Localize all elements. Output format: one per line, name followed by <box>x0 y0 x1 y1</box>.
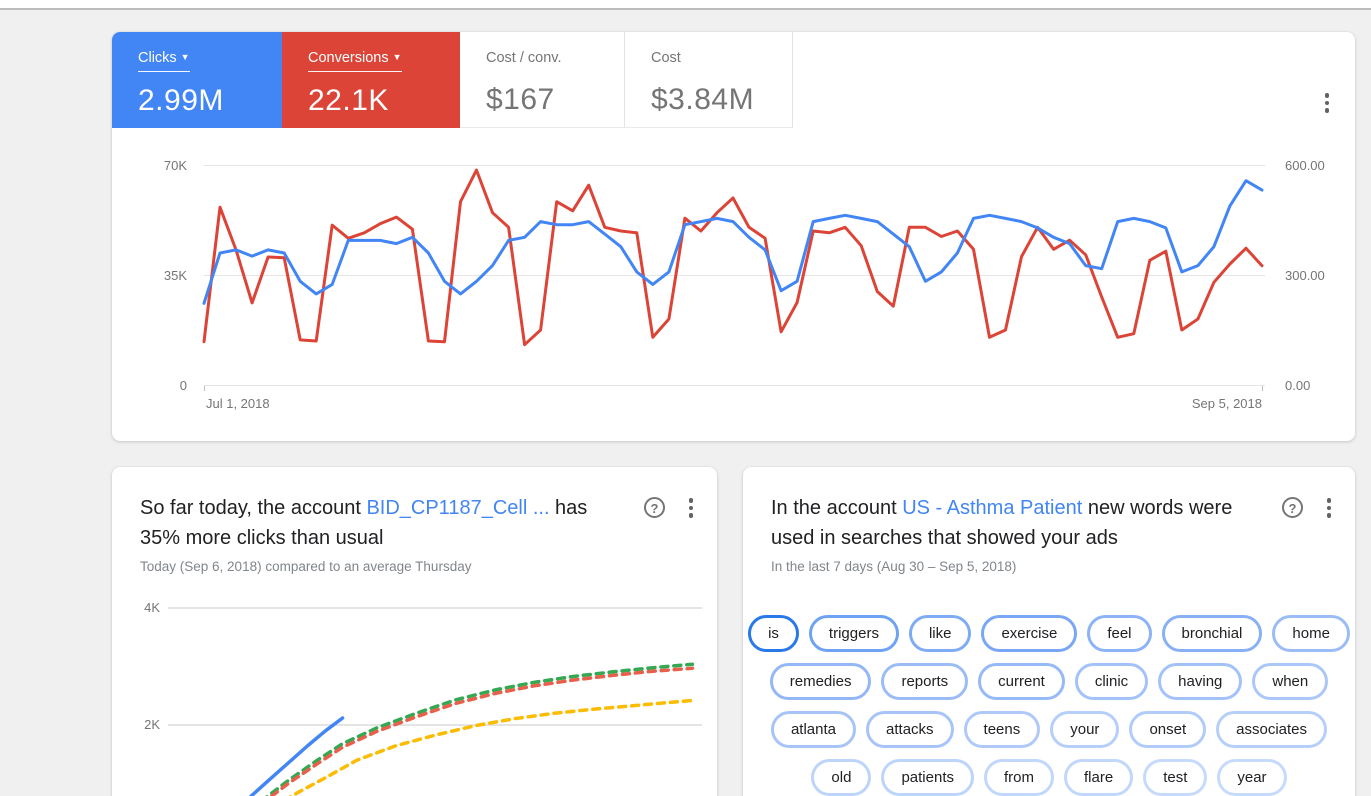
word-chip-feel[interactable]: feel <box>1087 615 1152 652</box>
tab-clicks[interactable]: Clicks ▼ 2.99M <box>112 32 282 128</box>
kebab-menu-icon[interactable] <box>679 495 703 523</box>
chip-row: is triggers like exercise feel bronchial home <box>743 611 1355 656</box>
insight-title: In the account US - Asthma Patient new w… <box>771 493 1263 553</box>
word-chip-associates[interactable]: associates <box>1216 711 1328 748</box>
mini-axis-tick-4k: 4K <box>144 600 160 615</box>
series-clicks-today <box>249 716 345 796</box>
word-chip-bronchial[interactable]: bronchial <box>1161 615 1263 652</box>
series-typical-lower <box>288 698 695 796</box>
chevron-down-icon[interactable]: ▼ <box>180 52 190 62</box>
time-series-chart <box>202 168 1264 347</box>
series-typical-average <box>268 666 695 796</box>
word-chip-year[interactable]: year <box>1217 759 1287 796</box>
kebab-menu-icon[interactable] <box>1315 90 1339 118</box>
help-icon[interactable]: ? <box>1282 497 1303 518</box>
word-chip-remedies[interactable]: remedies <box>769 663 872 700</box>
tab-conversions-label: Conversions <box>308 50 389 66</box>
right-axis-tick-0: 0.00 <box>1285 378 1311 393</box>
chevron-down-icon[interactable]: ▼ <box>392 52 402 62</box>
series-typical-upper <box>265 662 695 796</box>
clicks-today-chart <box>168 607 702 796</box>
tab-cost-per-conv-label: Cost / conv. <box>486 50 562 66</box>
word-chip-old[interactable]: old <box>811 759 872 796</box>
tab-conversions-value: 22.1K <box>308 84 389 117</box>
insight-title: So far today, the account BID_CP1187_Cel… <box>140 493 625 553</box>
series-clicks <box>202 179 1264 305</box>
word-chip-atlanta[interactable]: atlanta <box>770 711 857 748</box>
word-chip-home[interactable]: home <box>1272 615 1350 652</box>
x-axis-start-label: Jul 1, 2018 <box>206 396 270 411</box>
left-axis-tick-0: 0 <box>179 378 187 393</box>
chip-row: atlanta attacks teens your onset associates <box>743 707 1355 752</box>
left-axis-tick-35k: 35K <box>163 268 187 283</box>
word-chip-onset[interactable]: onset <box>1129 711 1207 748</box>
word-chip-clinic[interactable]: clinic <box>1074 663 1149 700</box>
word-chip-from[interactable]: from <box>984 759 1054 796</box>
tab-cost-per-conv-value: $167 <box>486 83 555 116</box>
account-link[interactable]: US - Asthma Patient <box>902 497 1083 519</box>
overview-card: Clicks ▼ 2.99M Conversions ▼ 22.1K Cost / … <box>112 32 1355 441</box>
tab-cost-per-conv[interactable]: Cost / conv. $167 <box>460 32 625 128</box>
right-axis-tick-600: 600.00 <box>1285 158 1325 173</box>
account-link[interactable]: BID_CP1187_Cell ... <box>366 497 550 519</box>
tab-cost-label: Cost <box>651 50 681 66</box>
word-chip-flare[interactable]: flare <box>1064 759 1134 796</box>
word-chip-current[interactable]: current <box>978 663 1065 700</box>
x-tick-end <box>1262 386 1263 391</box>
word-chip-your[interactable]: your <box>1050 711 1120 748</box>
kebab-menu-icon[interactable] <box>1317 495 1341 523</box>
chip-row: remedies reports current clinic having when <box>743 659 1355 704</box>
tab-clicks-value: 2.99M <box>138 84 224 117</box>
x-tick-start <box>204 386 205 391</box>
help-icon[interactable]: ? <box>644 497 665 518</box>
word-chip-like[interactable]: like <box>908 615 972 652</box>
insight-title-text: In the account <box>771 497 903 519</box>
chip-row: old patients from flare test year <box>743 755 1355 796</box>
insight-title-text: has 35% more clicks than usual <box>140 497 588 549</box>
insight-subtitle: In the last 7 days (Aug 30 – Sep 5, 2018… <box>771 559 1017 574</box>
left-axis-tick-70k: 70K <box>163 158 187 173</box>
word-chip-test[interactable]: test <box>1143 759 1208 796</box>
word-chip-patients[interactable]: patients <box>881 759 974 796</box>
word-chip-triggers[interactable]: triggers <box>808 615 899 652</box>
series-conversions <box>202 168 1264 347</box>
word-chip-reports[interactable]: reports <box>881 663 969 700</box>
mini-axis-tick-2k: 2K <box>144 717 160 732</box>
tab-clicks-label: Clicks <box>138 50 177 66</box>
tab-cost-value: $3.84M <box>651 83 755 116</box>
word-chip-cloud: is triggers like exercise feel bronchial home r… <box>743 611 1355 796</box>
word-chip-teens[interactable]: teens <box>963 711 1041 748</box>
tab-conversions[interactable]: Conversions ▼ 22.1K <box>282 32 460 128</box>
insight-title-text: new words were used in searches that sho… <box>771 497 1233 549</box>
metric-tabs: Clicks ▼ 2.99M Conversions ▼ 22.1K Cost / … <box>112 32 793 128</box>
word-chip-attacks[interactable]: attacks <box>866 711 954 748</box>
insight-card-clicks-anomaly: So far today, the account BID_CP1187_Cel… <box>112 467 717 796</box>
insight-title-text: So far today, the account <box>140 497 367 519</box>
x-axis-end-label: Sep 5, 2018 <box>1191 396 1262 411</box>
gridline-0 <box>204 385 1265 386</box>
word-chip-having[interactable]: having <box>1158 663 1243 700</box>
gridline-35k <box>204 275 1265 276</box>
top-app-bar <box>0 0 1371 10</box>
gridline-70k <box>204 165 1265 166</box>
insight-card-new-words: In the account US - Asthma Patient new w… <box>743 467 1355 796</box>
word-chip-when[interactable]: when <box>1252 663 1329 700</box>
right-axis-tick-300: 300.00 <box>1285 268 1325 283</box>
word-chip-is[interactable]: is <box>748 615 799 652</box>
insight-subtitle: Today (Sep 6, 2018) compared to an avera… <box>140 559 472 574</box>
tab-cost[interactable]: Cost $3.84M <box>625 32 793 128</box>
word-chip-exercise[interactable]: exercise <box>981 615 1078 652</box>
